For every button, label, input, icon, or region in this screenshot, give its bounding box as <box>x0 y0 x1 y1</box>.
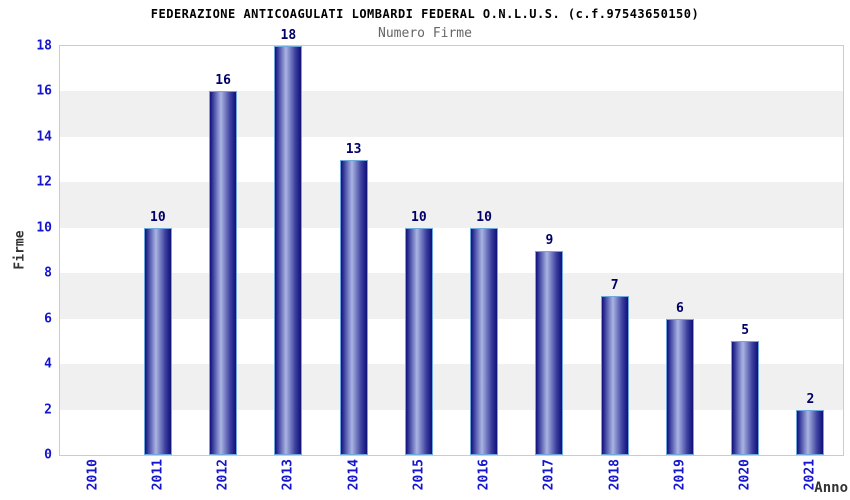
grid-band <box>60 318 843 365</box>
grid-band <box>60 91 843 137</box>
x-tick-label: 2015 <box>411 459 427 491</box>
y-tick-label: 0 <box>44 447 52 463</box>
y-tick-label: 12 <box>36 174 52 190</box>
bar-value-label: 10 <box>476 209 492 225</box>
bar-2015 <box>404 227 433 455</box>
x-tick-label: 2013 <box>280 459 296 491</box>
y-tick-label: 16 <box>36 83 52 99</box>
y-axis-ticks: 0 2 4 6 8 10 12 14 16 18 <box>0 0 52 500</box>
grid-band <box>60 364 843 410</box>
bar-2012 <box>209 91 238 455</box>
bar-value-label: 16 <box>215 73 231 89</box>
bar-2011 <box>143 227 172 455</box>
bar-2014 <box>339 159 368 455</box>
x-tick-label: 2010 <box>85 459 101 491</box>
y-tick-label: 8 <box>44 265 52 281</box>
bar-value-label: 7 <box>610 277 619 293</box>
bar-value-label: 2 <box>806 391 815 407</box>
grid-band <box>60 409 843 455</box>
x-tick-label: 2019 <box>672 459 688 491</box>
bar-2016 <box>470 227 499 455</box>
y-tick-label: 6 <box>44 311 52 327</box>
x-tick-label: 2017 <box>541 459 557 491</box>
x-tick-label: 2018 <box>607 459 623 491</box>
x-tick-label: 2011 <box>150 459 166 491</box>
bar-2021 <box>796 409 825 455</box>
y-tick-label: 4 <box>44 356 52 372</box>
grid-band <box>60 273 843 319</box>
grid-band <box>60 182 843 228</box>
plot-area: 10 16 18 13 10 10 9 7 6 5 2 <box>59 28 844 456</box>
chart-title: FEDERAZIONE ANTICOAGULATI LOMBARDI FEDER… <box>150 7 700 21</box>
bar-value-label: 5 <box>741 323 750 339</box>
grid-band <box>60 227 843 274</box>
bar-2013 <box>274 46 303 455</box>
bar-2020 <box>731 341 760 455</box>
grid-band <box>60 136 843 183</box>
y-tick-label: 2 <box>44 402 52 418</box>
y-tick-label: 18 <box>36 38 52 54</box>
bar-value-label: 13 <box>345 141 362 157</box>
bar-2017 <box>535 250 564 455</box>
grid-band <box>60 46 843 92</box>
bar-value-label: 10 <box>150 209 166 225</box>
bar-value-label: 18 <box>280 28 297 43</box>
x-axis-title: Anno <box>814 480 848 496</box>
x-tick-label: 2014 <box>346 459 362 491</box>
bar-value-label: 9 <box>545 232 554 248</box>
y-tick-label: 14 <box>36 129 52 145</box>
y-tick-label: 10 <box>36 220 52 236</box>
bar-2018 <box>600 295 629 455</box>
x-tick-label: 2012 <box>215 459 231 491</box>
bar-2019 <box>665 318 694 455</box>
chart-subtitle: Numero Firme <box>378 26 472 41</box>
x-tick-label: 2016 <box>476 459 492 491</box>
bar-value-label: 10 <box>411 209 427 225</box>
x-tick-label: 2020 <box>737 459 753 491</box>
x-axis-ticks: 2010 2011 2012 2013 2014 2015 2016 2017 2018 2019… <box>60 459 843 500</box>
bar-value-label: 6 <box>675 300 684 316</box>
